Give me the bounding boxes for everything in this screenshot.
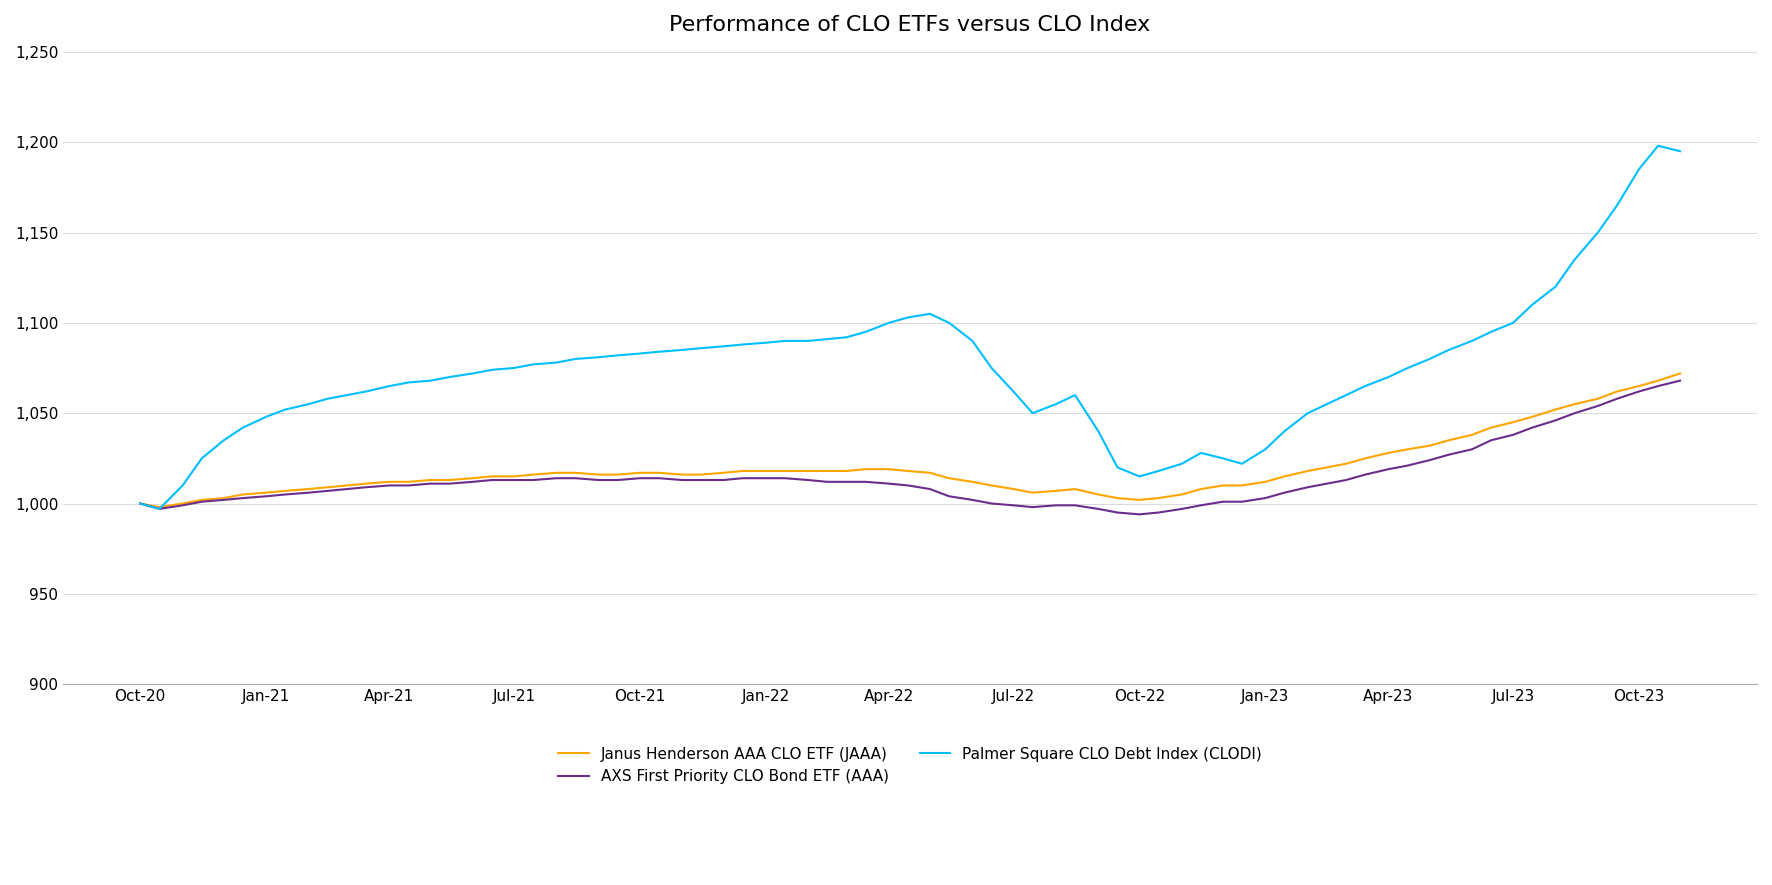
Line: AXS First Priority CLO Bond ETF (AAA): AXS First Priority CLO Bond ETF (AAA) bbox=[140, 381, 1680, 514]
Line: Janus Henderson AAA CLO ETF (JAAA): Janus Henderson AAA CLO ETF (JAAA) bbox=[140, 373, 1680, 507]
Title: Performance of CLO ETFs versus CLO Index: Performance of CLO ETFs versus CLO Index bbox=[670, 15, 1150, 35]
Legend: Janus Henderson AAA CLO ETF (JAAA), AXS First Priority CLO Bond ETF (AAA), Palme: Janus Henderson AAA CLO ETF (JAAA), AXS … bbox=[553, 741, 1269, 790]
Line: Palmer Square CLO Debt Index (CLODI): Palmer Square CLO Debt Index (CLODI) bbox=[140, 146, 1680, 509]
